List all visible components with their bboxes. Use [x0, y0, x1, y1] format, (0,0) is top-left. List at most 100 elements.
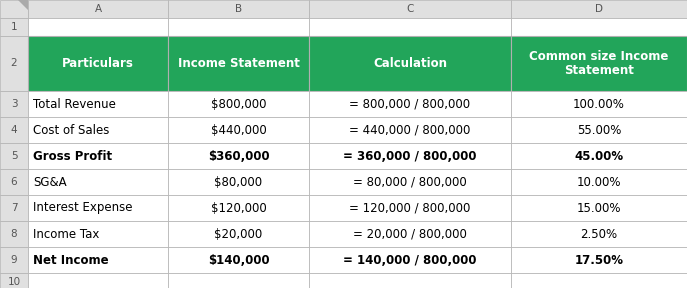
Bar — [28, 0, 168, 18]
Bar — [0, 195, 28, 221]
Bar — [28, 169, 168, 195]
Bar — [0, 18, 28, 36]
Text: 6: 6 — [11, 177, 17, 187]
Bar — [511, 143, 687, 169]
Bar — [0, 36, 28, 91]
Bar — [0, 221, 28, 247]
Bar — [309, 0, 511, 18]
Bar — [309, 195, 511, 221]
Bar — [168, 169, 309, 195]
Text: = 360,000 / 800,000: = 360,000 / 800,000 — [344, 149, 477, 162]
Bar — [168, 36, 309, 91]
Text: Gross Profit: Gross Profit — [33, 149, 112, 162]
Text: C: C — [406, 4, 414, 14]
Text: = 20,000 / 800,000: = 20,000 / 800,000 — [353, 228, 467, 240]
Bar — [511, 0, 687, 18]
Bar — [28, 36, 168, 91]
Bar — [28, 273, 168, 288]
Bar — [511, 91, 687, 117]
Bar — [511, 117, 687, 143]
Text: 10: 10 — [8, 277, 21, 287]
Bar — [309, 91, 511, 117]
Text: 100.00%: 100.00% — [573, 98, 625, 111]
Text: 55.00%: 55.00% — [577, 124, 621, 137]
Bar — [168, 0, 309, 18]
Bar — [309, 169, 511, 195]
Bar — [168, 195, 309, 221]
Bar — [309, 18, 511, 36]
Text: Total Revenue: Total Revenue — [33, 98, 116, 111]
Text: 2: 2 — [11, 58, 17, 69]
Bar — [309, 247, 511, 273]
Text: = 80,000 / 800,000: = 80,000 / 800,000 — [353, 175, 467, 189]
Text: 9: 9 — [11, 255, 17, 265]
Bar — [0, 117, 28, 143]
Text: 15.00%: 15.00% — [577, 202, 621, 215]
Text: = 440,000 / 800,000: = 440,000 / 800,000 — [349, 124, 471, 137]
Bar — [28, 143, 168, 169]
Bar — [0, 247, 28, 273]
Text: = 120,000 / 800,000: = 120,000 / 800,000 — [349, 202, 471, 215]
Bar — [28, 91, 168, 117]
Text: 7: 7 — [11, 203, 17, 213]
Text: 8: 8 — [11, 229, 17, 239]
Bar — [309, 221, 511, 247]
Text: $20,000: $20,000 — [214, 228, 262, 240]
Text: Income Tax: Income Tax — [33, 228, 100, 240]
Bar — [168, 273, 309, 288]
Text: Income Statement: Income Statement — [177, 57, 300, 70]
Text: Cost of Sales: Cost of Sales — [33, 124, 109, 137]
Text: Particulars: Particulars — [62, 57, 134, 70]
Text: 5: 5 — [11, 151, 17, 161]
Bar — [309, 36, 511, 91]
Text: A: A — [94, 4, 102, 14]
Text: Calculation: Calculation — [373, 57, 447, 70]
Bar — [28, 117, 168, 143]
Text: $140,000: $140,000 — [207, 253, 269, 266]
Text: $440,000: $440,000 — [211, 124, 267, 137]
Text: 4: 4 — [11, 125, 17, 135]
Bar — [28, 247, 168, 273]
Bar — [511, 36, 687, 91]
Text: Interest Expense: Interest Expense — [33, 202, 133, 215]
Text: SG&A: SG&A — [33, 175, 67, 189]
Bar — [511, 247, 687, 273]
Text: $800,000: $800,000 — [211, 98, 267, 111]
Text: B: B — [235, 4, 242, 14]
Bar — [168, 18, 309, 36]
Text: 1: 1 — [11, 22, 17, 32]
Bar — [168, 221, 309, 247]
Text: $120,000: $120,000 — [211, 202, 267, 215]
Bar — [0, 0, 28, 18]
Text: Common size Income
Statement: Common size Income Statement — [529, 50, 668, 77]
Polygon shape — [18, 0, 28, 10]
Bar — [309, 273, 511, 288]
Bar — [28, 221, 168, 247]
Text: D: D — [595, 4, 603, 14]
Bar — [511, 195, 687, 221]
Bar — [28, 195, 168, 221]
Bar — [511, 273, 687, 288]
Bar — [168, 247, 309, 273]
Text: $360,000: $360,000 — [207, 149, 269, 162]
Text: Net Income: Net Income — [33, 253, 109, 266]
Bar — [511, 221, 687, 247]
Text: = 140,000 / 800,000: = 140,000 / 800,000 — [344, 253, 477, 266]
Bar — [309, 117, 511, 143]
Bar — [511, 18, 687, 36]
Text: 10.00%: 10.00% — [577, 175, 621, 189]
Bar — [168, 91, 309, 117]
Text: 3: 3 — [11, 99, 17, 109]
Bar — [511, 169, 687, 195]
Bar — [0, 91, 28, 117]
Bar — [168, 117, 309, 143]
Text: 2.50%: 2.50% — [581, 228, 618, 240]
Bar — [0, 169, 28, 195]
Text: $80,000: $80,000 — [214, 175, 262, 189]
Bar — [28, 18, 168, 36]
Bar — [0, 143, 28, 169]
Bar — [0, 273, 28, 288]
Text: 45.00%: 45.00% — [574, 149, 624, 162]
Text: = 800,000 / 800,000: = 800,000 / 800,000 — [350, 98, 471, 111]
Bar — [309, 143, 511, 169]
